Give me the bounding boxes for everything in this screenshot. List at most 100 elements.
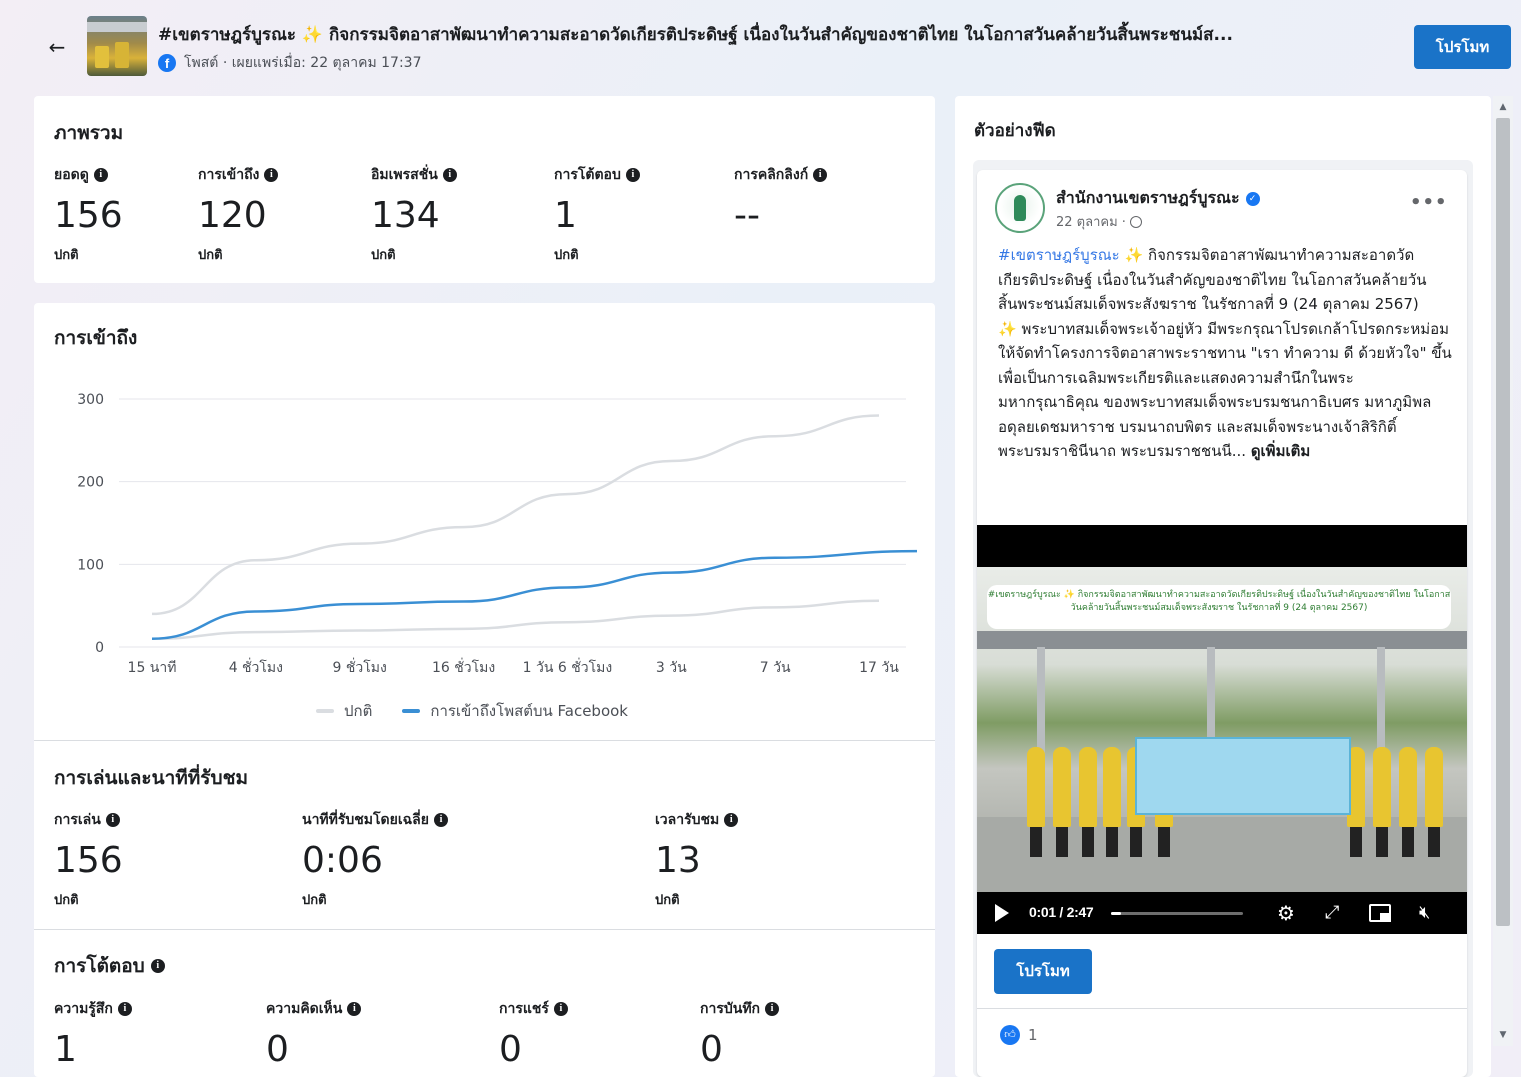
overview-title: ภาพรวม [54, 122, 124, 144]
see-more-link[interactable]: ดูเพิ่มเติม [1250, 442, 1311, 460]
video-frame[interactable]: #เขตราษฎร์บูรณะ ✨ กิจกรรมจิตอาสาพัฒนาทำค… [977, 567, 1467, 892]
metric-shares: การแชร์ i 0 [499, 998, 568, 1072]
metric-value: 0:06 [302, 840, 383, 881]
info-icon[interactable]: i [813, 168, 828, 182]
x-tick-label: 17 วัน [859, 660, 899, 676]
metric-label: เวลารับชม [655, 812, 720, 828]
metric-comments: ความคิดเห็น i 0 [266, 998, 362, 1072]
post-title: #เขตราษฎร์บูรณะ ✨ กิจกรรมจิตอาสาพัฒนาทำค… [158, 25, 1233, 45]
metric-views: ยอดดู i 156 ปกติ [54, 164, 123, 265]
info-icon[interactable]: i [117, 1002, 132, 1016]
post-thumbnail [87, 16, 147, 76]
y-tick-label: 100 [77, 557, 104, 573]
picture-in-picture-icon[interactable] [1369, 904, 1391, 922]
metric-plays: การเล่น i 156 ปกติ [54, 809, 123, 910]
page-name-row: สำนักงานเขตราษฎร์บูรณะ ✓ [1056, 186, 1260, 211]
metric-saves: การบันทึก i 0 [700, 998, 780, 1072]
engagement-title-text: การโต้ตอบ [54, 955, 145, 977]
video-caption-banner: #เขตราษฎร์บูรณะ ✨ กิจกรรมจิตอาสาพัฒนาทำค… [987, 585, 1451, 629]
video-player[interactable]: #เขตราษฎร์บูรณะ ✨ กิจกรรมจิตอาสาพัฒนาทำค… [977, 525, 1467, 934]
metric-label: ยอดดู [54, 167, 89, 183]
page-avatar[interactable] [995, 183, 1045, 233]
globe-icon [1129, 215, 1142, 228]
scroll-down-icon[interactable]: ▼ [1499, 1030, 1507, 1040]
sparkle-icon: ✨ [1124, 246, 1144, 264]
metric-value: 13 [655, 840, 701, 881]
like-count: 1 [1028, 1026, 1038, 1044]
post-text-line: กิจกรรมจิตอาสาพัฒนาทำความสะอาดวัดเกียรติ… [998, 246, 1427, 313]
mute-icon[interactable]: 🔇︎ [1419, 902, 1431, 923]
hashtag-link[interactable]: #เขตราษฎร์บูรณะ [998, 246, 1120, 264]
info-icon[interactable]: i [347, 1002, 362, 1016]
info-icon[interactable]: i [150, 959, 165, 973]
sparkle-icon: ✨ [998, 319, 1017, 338]
back-arrow-icon[interactable]: ← [48, 35, 66, 59]
video-progress-bar[interactable] [1111, 912, 1243, 915]
engagement-title: การโต้ตอบ i [54, 951, 165, 981]
metric-value: 1 [54, 1029, 77, 1070]
divider [34, 929, 935, 930]
metric-value: 134 [371, 195, 440, 236]
verified-badge-icon: ✓ [1245, 191, 1260, 206]
metric-sub: ปกติ [655, 893, 680, 908]
metric-impressions: อิมเพรสชั่น i 134 ปกติ [371, 164, 457, 265]
divider [34, 740, 935, 741]
metric-reactions: ความรู้สึก i 1 [54, 998, 132, 1072]
metric-sub: ปกติ [302, 893, 327, 908]
fullscreen-icon[interactable]: ⤢ [1325, 902, 1340, 923]
scroll-up-icon[interactable]: ▲ [1499, 102, 1507, 112]
metric-label: นาทีที่รับชมโดยเฉลี่ย [302, 812, 429, 828]
x-tick-label: 15 นาที [128, 660, 177, 676]
info-icon[interactable]: i [765, 1002, 780, 1016]
series-line-normal-lower[interactable] [151, 599, 880, 640]
preview-title: ตัวอย่างฟีด [974, 121, 1056, 141]
post-date-row: 22 ตุลาคม · [1056, 211, 1142, 232]
settings-gear-icon[interactable]: ⚙ [1277, 901, 1295, 925]
info-icon[interactable]: i [105, 813, 120, 827]
like-icon[interactable]: 👍︎ [1000, 1025, 1020, 1045]
x-tick-label: 9 ชั่วโมง [333, 658, 387, 676]
legend-item-fb-reach[interactable]: การเข้าถึงโพสต์บน Facebook [402, 699, 628, 723]
post-date[interactable]: 22 ตุลาคม · [1056, 215, 1126, 230]
series-line-normal-upper[interactable] [151, 414, 880, 616]
info-icon[interactable]: i [625, 168, 640, 182]
metric-value: 156 [54, 840, 123, 881]
info-icon[interactable]: i [442, 168, 457, 182]
video-scene-pillar [1207, 647, 1215, 807]
metric-link-clicks: การคลิกลิงก์ i -- [734, 164, 828, 238]
metric-value: 156 [54, 195, 123, 236]
info-icon[interactable]: i [553, 1002, 568, 1016]
facebook-icon: f [158, 54, 176, 72]
metric-label: การเข้าถึง [198, 167, 260, 183]
metric-reach: การเข้าถึง i 120 ปกติ [198, 164, 279, 265]
post-meta: f โพสต์ · เผยแพร่เมื่อ: 22 ตุลาคม 17:37 [158, 52, 421, 74]
y-tick-label: 300 [77, 392, 104, 408]
video-scene-roof [977, 631, 1467, 649]
more-options-icon[interactable]: ••• [1410, 192, 1448, 213]
info-icon[interactable]: i [93, 168, 108, 182]
overview-card: ภาพรวม ยอดดู i 156 ปกติ การเข้าถึง i 120 ป… [34, 96, 935, 283]
y-tick-label: 200 [77, 475, 104, 491]
metric-avg-watch: นาทีที่รับชมโดยเฉลี่ย i 0:06 ปกติ [302, 809, 448, 910]
post-text: #เขตราษฎร์บูรณะ ✨ กิจกรรมจิตอาสาพัฒนาทำค… [998, 243, 1453, 464]
metric-sub: ปกติ [54, 248, 79, 263]
legend-swatch [402, 709, 421, 713]
metric-sub: ปกติ [54, 893, 79, 908]
promote-button[interactable]: โปรโมท [1414, 25, 1511, 69]
video-scene-banner [1135, 737, 1351, 815]
play-icon[interactable] [995, 904, 1009, 922]
page-name[interactable]: สำนักงานเขตราษฎร์บูรณะ [1056, 188, 1240, 207]
info-icon[interactable]: i [264, 168, 279, 182]
series-line-fb-reach[interactable] [151, 549, 918, 640]
metric-label: การเล่น [54, 812, 101, 828]
legend-item-normal[interactable]: ปกติ [316, 699, 372, 723]
metric-watch-time: เวลารับชม i 13 ปกติ [655, 809, 739, 910]
promote-post-button[interactable]: โปรโมท [994, 949, 1092, 994]
info-icon[interactable]: i [724, 813, 739, 827]
y-tick-label: 0 [95, 640, 104, 656]
video-controls: 0:01 / 2:47 ⚙ ⤢ 🔇︎ [977, 892, 1467, 934]
metric-sub: ปกติ [198, 248, 223, 263]
metric-value: -- [734, 195, 760, 236]
info-icon[interactable]: i [433, 813, 448, 827]
scrollbar-thumb[interactable] [1496, 118, 1510, 926]
